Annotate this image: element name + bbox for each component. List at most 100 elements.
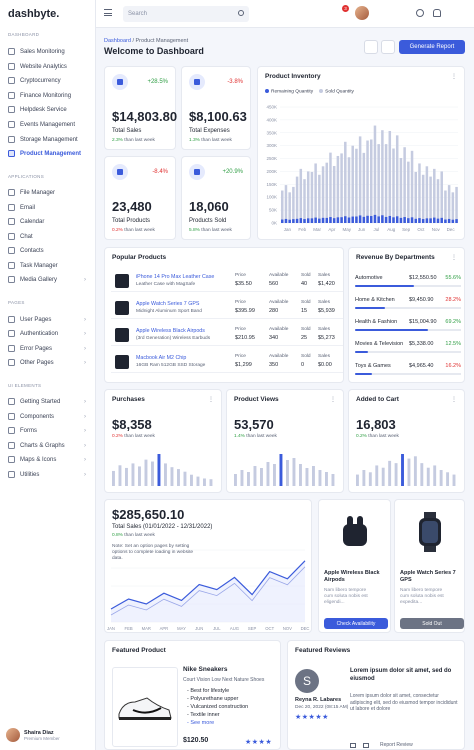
sidebar-item-website-analytics[interactable]: Website Analytics — [6, 60, 90, 73]
product-thumbnail — [115, 355, 129, 369]
bar-remaining — [347, 217, 351, 223]
sidebar-item-maps-icons[interactable]: Maps & Icons › — [6, 453, 90, 466]
y-tick-label: 100K — [266, 195, 277, 200]
bell-icon[interactable] — [433, 9, 441, 17]
sidebar-item-media-gallery[interactable]: Media Gallery › — [6, 273, 90, 286]
report-review-link[interactable]: Report Review — [380, 742, 413, 748]
sidebar-item-file-manager[interactable]: File Manager — [6, 186, 90, 199]
sidebar-item-cryptocurrency[interactable]: Cryptocurrency — [6, 74, 90, 87]
x-tick-label: Apr — [328, 227, 336, 232]
stat-change: +20.9% — [222, 169, 243, 175]
progress-bar — [355, 285, 414, 287]
department-amount: $5,338.00 — [409, 341, 434, 347]
total-sales-card: $285,650.10 Total Sales (01/01/2022 - 12… — [104, 499, 312, 633]
table-row[interactable]: Apple Watch Series 7 GPS Midnight Aluminu… — [111, 297, 343, 319]
department-pct: 55.6% — [445, 275, 461, 281]
table-row[interactable]: Apple Wireless Black Airpods (3rd Generat… — [111, 324, 343, 346]
sidebar-item-authentication[interactable]: Authentication › — [6, 327, 90, 340]
sidebar-item-error-pages[interactable]: Error Pages › — [6, 342, 90, 355]
mini-bar — [318, 470, 322, 486]
mini-bar — [209, 479, 213, 486]
bar-sold — [418, 163, 421, 223]
bar-sold — [407, 161, 410, 223]
sidebar-item-storage-management[interactable]: Storage Management — [6, 133, 90, 146]
print-button[interactable] — [381, 40, 395, 54]
product-views-chart — [234, 454, 335, 486]
more-options-icon[interactable]: ⋮ — [330, 397, 336, 403]
sidebar-item-sales-monitoring[interactable]: Sales Monitoring — [6, 45, 90, 58]
user-profile[interactable]: Shaira Diaz Premium Member — [6, 728, 60, 742]
mini-bar — [452, 474, 456, 486]
chevron-right-icon: › — [84, 427, 86, 434]
sidebar-item-task-manager[interactable]: Task Manager — [6, 259, 90, 272]
more-options-icon[interactable]: ⋮ — [451, 74, 457, 80]
search-input[interactable]: Search — [123, 6, 249, 22]
sidebar-item-helpdesk-service[interactable]: Helpdesk Service — [6, 103, 90, 116]
sidebar-item-utilities[interactable]: Utilities › — [6, 468, 90, 481]
bag-icon — [189, 164, 205, 180]
sidebar-item-chat[interactable]: Chat — [6, 230, 90, 243]
cell-sales: $5,939 — [318, 308, 335, 314]
thumbs-up-icon[interactable] — [350, 743, 356, 748]
mini-bar — [439, 470, 443, 486]
calendar-icon — [8, 218, 15, 225]
settings-icon[interactable] — [416, 9, 424, 17]
menu-toggle-icon[interactable] — [104, 9, 112, 16]
bar-remaining — [444, 219, 447, 223]
mini-bar — [446, 472, 450, 486]
sidebar-item-components[interactable]: Components › — [6, 410, 90, 423]
topbar-avatar[interactable] — [355, 6, 369, 20]
box-icon — [8, 150, 15, 157]
bar-remaining — [366, 215, 369, 223]
bar-remaining — [440, 217, 443, 223]
share-button[interactable] — [364, 40, 378, 54]
more-options-icon[interactable]: ⋮ — [451, 397, 457, 403]
bar-remaining — [325, 217, 329, 223]
bar-remaining — [410, 217, 414, 223]
table-row[interactable]: Macbook Air M2 Chip 16GB Ram 512GB SSD St… — [111, 351, 343, 373]
cell-available: 560 — [269, 281, 279, 287]
mini-bar — [125, 467, 128, 486]
lock-icon — [8, 330, 15, 337]
product-name[interactable]: Macbook Air M2 Chip — [136, 355, 187, 361]
product-name[interactable]: iPhone 14 Pro Max Leather Case — [136, 274, 215, 280]
sidebar-item-product-management[interactable]: Product Management — [6, 147, 90, 160]
x-tick-label: Feb — [298, 227, 306, 232]
sidebar-item-charts-graphs[interactable]: Charts & Graphs › — [6, 439, 90, 452]
notification-badge: 3 — [342, 5, 349, 12]
sidebar-item-finance-monitoring[interactable]: Finance Monitoring — [6, 89, 90, 102]
sold-out-button[interactable]: Sold Out — [400, 618, 464, 629]
bar-remaining — [281, 219, 284, 223]
bar-sold — [444, 190, 447, 223]
sidebar-item-calendar[interactable]: Calendar — [6, 215, 90, 228]
x-tick-label: MAY — [177, 626, 186, 631]
y-tick-label: 350K — [266, 130, 277, 135]
featured-reviews-card: Featured Reviews S Reyna R. Labares Dec … — [287, 640, 465, 750]
popular-products-card: Popular Products iPhone 14 Pro Max Leath… — [104, 247, 344, 383]
mini-bar — [401, 454, 404, 486]
see-more-link[interactable]: - See more — [187, 720, 215, 726]
sidebar-item-forms[interactable]: Forms › — [6, 424, 90, 437]
user-name: Shaira Diaz — [24, 729, 54, 736]
breadcrumb-root[interactable]: Dashboard — [104, 38, 131, 44]
sidebar-item-email[interactable]: Email — [6, 201, 90, 214]
sidebar-item-events-management[interactable]: Events Management — [6, 118, 90, 131]
thumbs-down-icon[interactable] — [363, 743, 369, 748]
product-name[interactable]: Apple Watch Series 7 GPS — [136, 301, 200, 307]
sidebar-item-contacts[interactable]: Contacts — [6, 244, 90, 257]
more-options-icon[interactable]: ⋮ — [451, 255, 457, 261]
card-title: Popular Products — [112, 254, 167, 261]
generate-report-button[interactable]: Generate Report — [399, 40, 465, 54]
stat-value: $14,803.80 — [112, 109, 178, 124]
sidebar-item-user-pages[interactable]: User Pages › — [6, 313, 90, 326]
more-options-icon[interactable]: ⋮ — [208, 397, 214, 403]
table-row[interactable]: iPhone 14 Pro Max Leather Case Leather Ca… — [111, 270, 343, 292]
app-logo[interactable]: dashbyte. — [8, 8, 60, 20]
chart-legend: Remaining Quantity Sold Quantity — [265, 89, 354, 94]
check-availability-button[interactable]: Check Availability — [324, 618, 388, 629]
y-tick-label: 150K — [266, 182, 277, 187]
sidebar-item-other-pages[interactable]: Other Pages › — [6, 356, 90, 369]
product-name[interactable]: Apple Wireless Black Airpods — [136, 328, 205, 334]
sidebar-item-getting-started[interactable]: Getting Started › — [6, 395, 90, 408]
bar-sold — [325, 162, 329, 223]
